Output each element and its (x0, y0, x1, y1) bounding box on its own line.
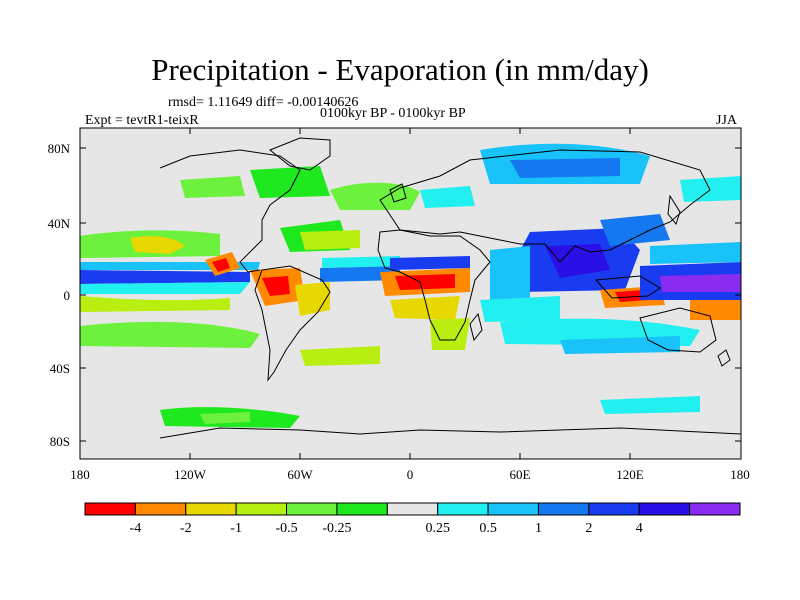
season-label: JJA (716, 113, 738, 128)
colorbar-box (235, 502, 288, 516)
colorbar-label: -1 (230, 521, 242, 536)
colorbar-label: -4 (129, 521, 142, 536)
colorbar-label: 4 (635, 521, 643, 536)
colorbar-box (437, 502, 489, 516)
lon-label-180w: 180 (70, 467, 90, 482)
lat-label-80s: 80S (49, 434, 70, 449)
colorbar-box (638, 502, 691, 516)
lon-label-0: 0 (406, 467, 414, 482)
lon-label-120e: 120E (616, 467, 644, 482)
colorbar-box (537, 502, 590, 516)
colorbar-box (134, 502, 187, 516)
colorbar-box (386, 502, 439, 516)
lon-label-60w: 60W (287, 467, 313, 482)
colorbar-box (286, 502, 338, 516)
axis-ticks (79, 128, 742, 459)
lon-label-60e: 60E (509, 467, 531, 482)
colorbar-label: 0.25 (425, 521, 450, 536)
colorbar-box (689, 502, 741, 516)
colorbar-label: -0.25 (322, 521, 352, 536)
colorbar-box (84, 502, 136, 516)
colorbar-label: -0.5 (275, 521, 298, 536)
lon-label-180e: 180 (730, 467, 750, 482)
colorbar-label: -2 (179, 521, 192, 536)
colorbar-label: 2 (585, 521, 593, 536)
chart-title: Precipitation - Evaporation (in mm/day) (151, 52, 649, 87)
colorbar-label: 1 (534, 521, 542, 536)
lat-label-40n: 40N (47, 216, 70, 231)
colorbar-box (336, 502, 388, 516)
experiment-label: Expt = tevtR1-teixR (85, 113, 199, 128)
colorbar-box (185, 502, 237, 516)
coastlines (159, 137, 741, 439)
colorbar-box (588, 502, 640, 516)
lat-label-0: 0 (63, 288, 71, 303)
colorbar-label: 0.5 (479, 521, 497, 536)
colorbar-box (487, 502, 539, 516)
period-text: 0100kyr BP - 0100kyr BP (320, 106, 466, 121)
lat-label-80n: 80N (47, 141, 70, 156)
colorbar (84, 502, 741, 516)
stats-text: rmsd= 1.11649 diff= -0.00140626 (168, 95, 359, 110)
map-field (80, 128, 741, 459)
lat-label-40s: 40S (49, 361, 70, 376)
lon-label-120w: 120W (174, 467, 206, 482)
